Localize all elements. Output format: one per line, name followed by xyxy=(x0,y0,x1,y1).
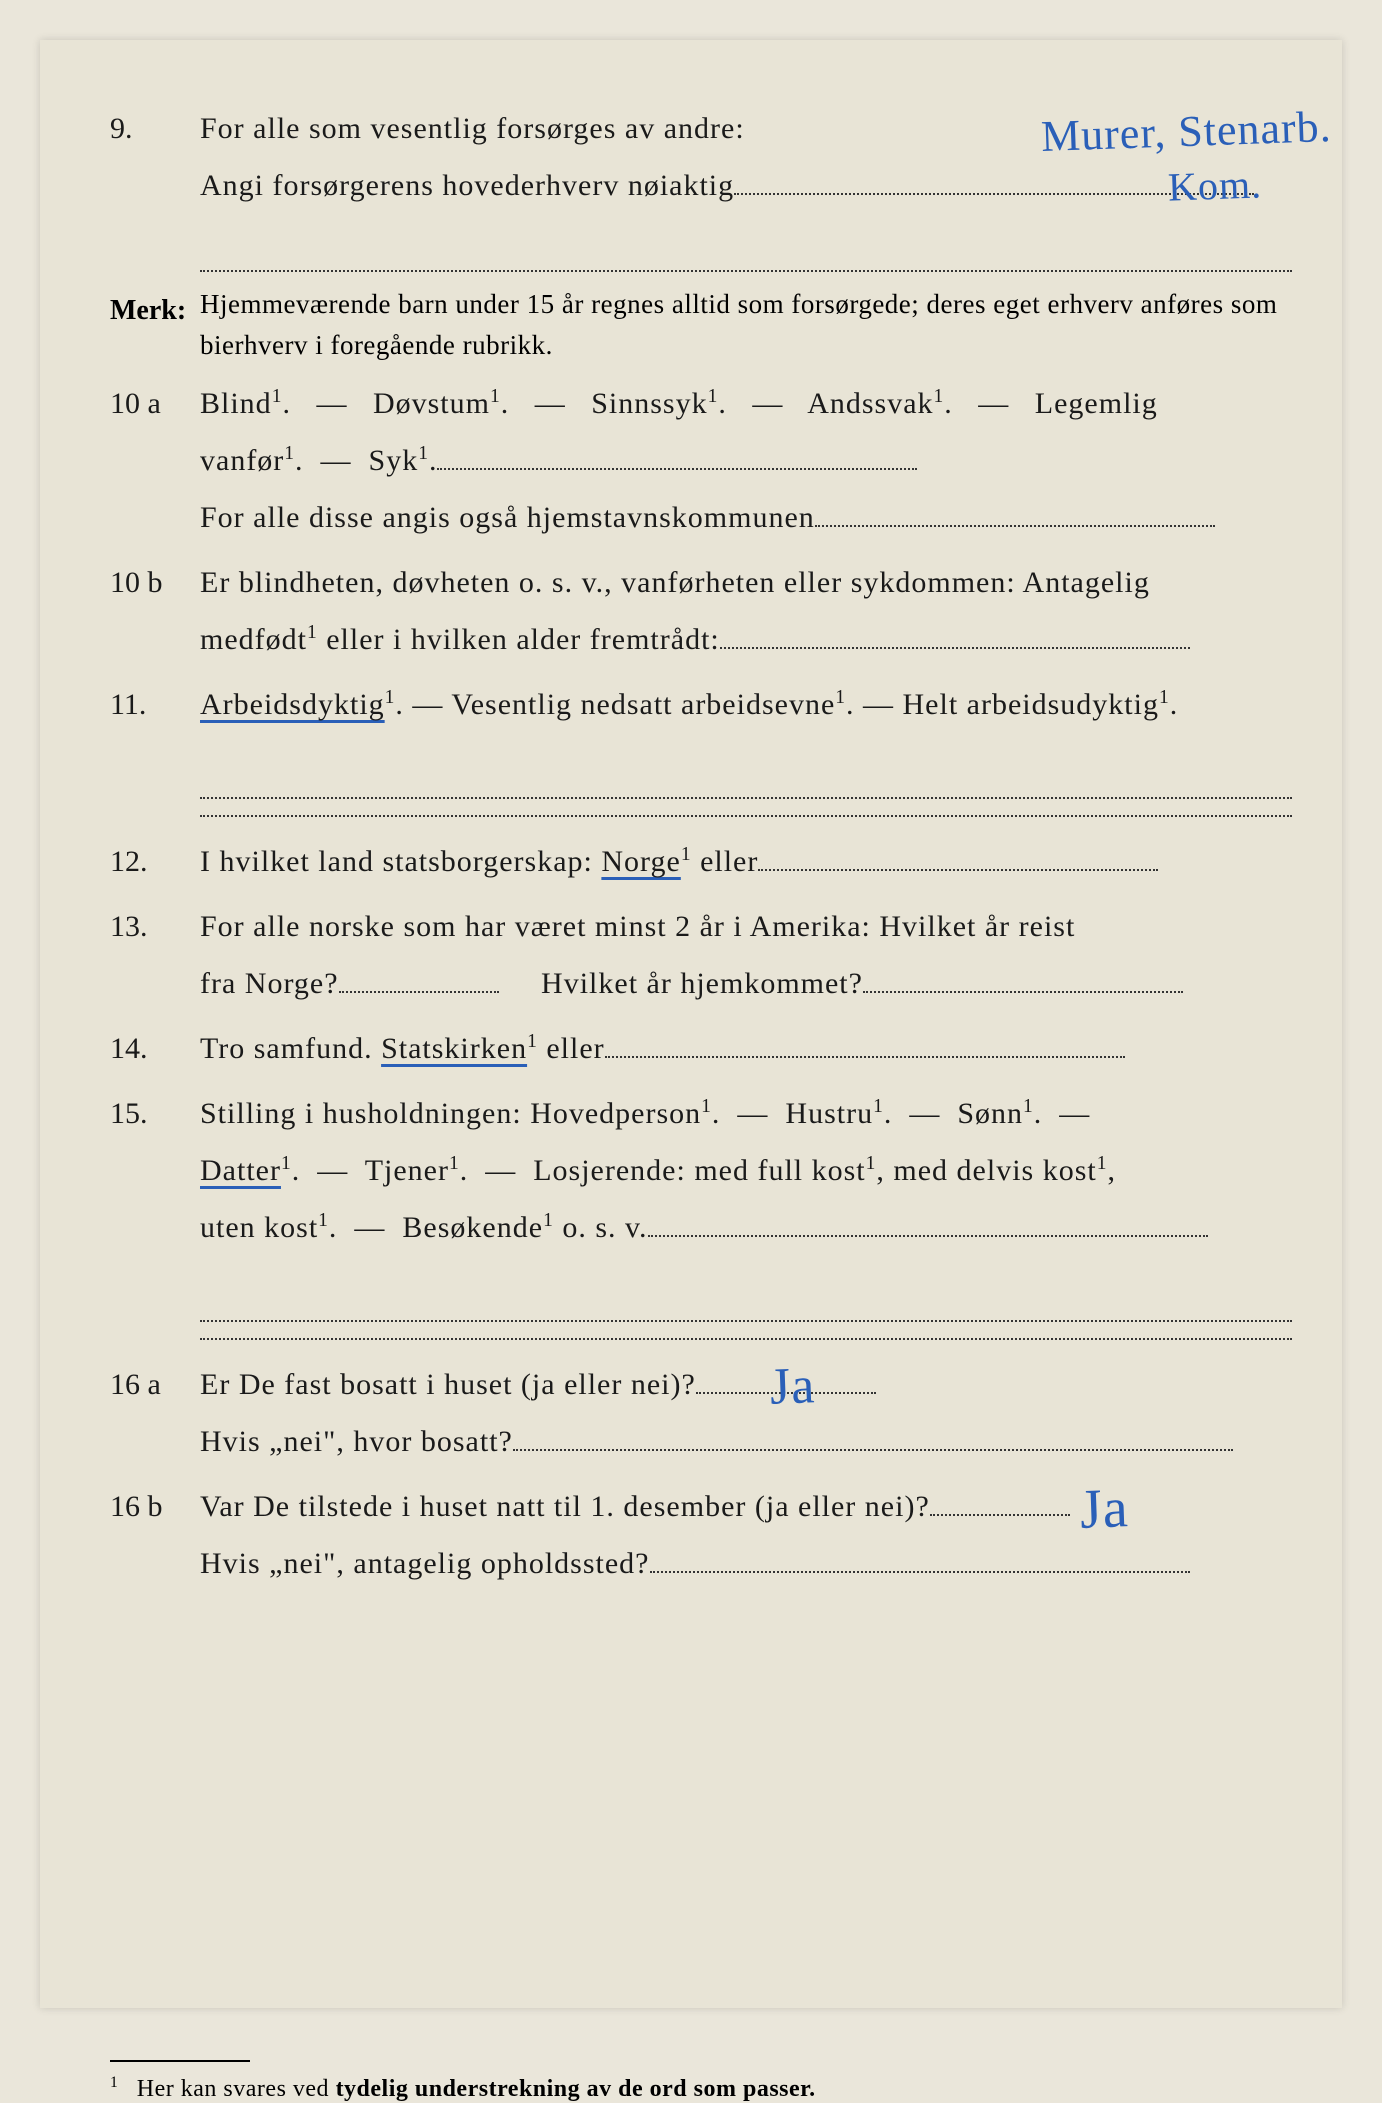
q15-sonn: Sønn xyxy=(957,1097,1023,1130)
q11-blank[interactable] xyxy=(200,749,1292,799)
question-16a: 16 a Er De fast bosatt i huset (ja eller… xyxy=(110,1356,1292,1470)
question-10a: 10 a Blind1. — Døvstum1. — Sinnssyk1. — … xyxy=(110,375,1292,546)
q15-tjener: Tjener xyxy=(365,1154,449,1187)
q10a-legemlig: Legemlig xyxy=(1035,387,1158,420)
q9-body: For alle som vesentlig forsørges av andr… xyxy=(200,100,1292,272)
q10a-vanfor: vanfør xyxy=(200,444,284,477)
q14-body: Tro samfund. Statskirken1 eller xyxy=(200,1020,1292,1077)
q13-blank1[interactable] xyxy=(339,961,499,993)
footnote-text: Her kan svares ved xyxy=(137,2076,336,2102)
q13-hjemkommet: Hvilket år hjemkommet? xyxy=(541,967,863,1000)
q14-blank[interactable] xyxy=(605,1026,1125,1058)
question-11: 11. Arbeidsdyktig1. — Vesentlig nedsatt … xyxy=(110,676,1292,799)
q10a-syk: Syk xyxy=(369,444,419,477)
q10a-hjemstavn: For alle disse angis også hjemstavnskomm… xyxy=(200,501,815,534)
q10b-body: Er blindheten, døvheten o. s. v., vanfør… xyxy=(200,554,1292,668)
q16a-number: 16 a xyxy=(110,1356,200,1470)
footnote-rule xyxy=(110,2060,250,2062)
blank-space xyxy=(110,1600,1292,2060)
merk-label: Merk: xyxy=(110,284,200,365)
q10b-number: 10 b xyxy=(110,554,200,668)
q12-norge: Norge xyxy=(601,845,680,878)
q16b-body: Var De tilstede i huset natt til 1. dese… xyxy=(200,1478,1292,1592)
q16b-line2: Hvis „nei", antagelig opholdssted? xyxy=(200,1547,650,1580)
q10a-andssvak: Andssvak xyxy=(807,387,933,420)
q10b-line2b: eller i hvilken alder fremtrådt: xyxy=(318,623,720,656)
q16a-blank2[interactable] xyxy=(513,1419,1233,1451)
q15-hustru: Hustru xyxy=(785,1097,873,1130)
q15-delvis: , med delvis kost xyxy=(876,1154,1096,1187)
q15-uten-kost: uten kost xyxy=(200,1211,318,1244)
q13-line1: For alle norske som har været minst 2 år… xyxy=(200,910,1075,943)
q9-line2: Angi forsørgerens hovederhverv nøiaktig xyxy=(200,169,734,202)
q16a-handwritten: Ja xyxy=(768,1337,817,1437)
q10b-line1: Er blindheten, døvheten o. s. v., vanfør… xyxy=(200,566,1150,599)
q16a-body: Er De fast bosatt i huset (ja eller nei)… xyxy=(200,1356,1292,1470)
q12-text: I hvilket land statsborgerskap: xyxy=(200,845,601,878)
question-13: 13. For alle norske som har været minst … xyxy=(110,898,1292,1012)
q10a-body: Blind1. — Døvstum1. — Sinnssyk1. — Andss… xyxy=(200,375,1292,546)
q9-line1: For alle som vesentlig forsørges av andr… xyxy=(200,112,745,145)
q13-number: 13. xyxy=(110,898,200,1012)
q10a-sinnssyk: Sinnssyk xyxy=(591,387,707,420)
q10a-blank[interactable] xyxy=(437,438,917,470)
q14-statskirken: Statskirken xyxy=(381,1032,527,1065)
q12-eller: eller xyxy=(700,845,758,878)
q16b-handwritten: Ja xyxy=(1078,1455,1130,1563)
question-16b: 16 b Var De tilstede i huset natt til 1.… xyxy=(110,1478,1292,1592)
q15-blank-line[interactable] xyxy=(200,1272,1292,1322)
question-9: 9. For alle som vesentlig forsørges av a… xyxy=(110,100,1292,272)
q14-tro: Tro samfund. xyxy=(200,1032,381,1065)
q11-body: Arbeidsdyktig1. — Vesentlig nedsatt arbe… xyxy=(200,676,1292,799)
note-merk: Merk: Hjemmeværende barn under 15 år reg… xyxy=(110,284,1292,365)
question-12: 12. I hvilket land statsborgerskap: Norg… xyxy=(110,833,1292,890)
q13-blank2[interactable] xyxy=(863,961,1183,993)
footnote-marker: 1 xyxy=(110,2074,118,2091)
q16b-line1: Var De tilstede i huset natt til 1. dese… xyxy=(200,1490,930,1523)
q14-eller: eller xyxy=(546,1032,604,1065)
q16a-line1: Er De fast bosatt i huset (ja eller nei)… xyxy=(200,1368,696,1401)
section-divider-2 xyxy=(200,1338,1292,1340)
q10b-medfodt: medfødt xyxy=(200,623,307,656)
merk-text: Hjemmeværende barn under 15 år regnes al… xyxy=(200,284,1292,365)
q13-fra-norge: fra Norge? xyxy=(200,967,339,1000)
q15-datter: Datter xyxy=(200,1154,281,1187)
q15-blank[interactable] xyxy=(648,1205,1208,1237)
q13-body: For alle norske som har været minst 2 år… xyxy=(200,898,1292,1012)
q15-body: Stilling i husholdningen: Hovedperson1. … xyxy=(200,1085,1292,1322)
question-15: 15. Stilling i husholdningen: Hovedperso… xyxy=(110,1085,1292,1322)
q9-handwritten-2: Kom. xyxy=(1167,146,1264,225)
q10b-blank[interactable] xyxy=(720,617,1190,649)
q15-losjerende: Losjerende: med full kost xyxy=(533,1154,865,1187)
question-14: 14. Tro samfund. Statskirken1 eller xyxy=(110,1020,1292,1077)
q15-hovedperson: Stilling i husholdningen: Hovedperson xyxy=(200,1097,701,1130)
footnote: 1 Her kan svares ved tydelig understrekn… xyxy=(110,2074,1292,2103)
q14-number: 14. xyxy=(110,1020,200,1077)
q16b-blank1[interactable] xyxy=(930,1484,1070,1516)
q9-number: 9. xyxy=(110,100,200,272)
q10a-blind: Blind xyxy=(200,387,272,420)
q10a-blank2[interactable] xyxy=(815,495,1215,527)
q12-body: I hvilket land statsborgerskap: Norge1 e… xyxy=(200,833,1292,890)
q12-blank[interactable] xyxy=(758,839,1158,871)
q16a-line2: Hvis „nei", hvor bosatt? xyxy=(200,1425,513,1458)
q10a-number: 10 a xyxy=(110,375,200,546)
q11-arbeidsdyktig: Arbeidsdyktig xyxy=(200,688,385,721)
section-divider-1 xyxy=(200,815,1292,817)
q16b-number: 16 b xyxy=(110,1478,200,1592)
q11-udyktig: Helt arbeidsudyktig xyxy=(903,688,1159,721)
q9-blank-line[interactable] xyxy=(200,222,1292,272)
q11-nedsatt: Vesentlig nedsatt arbeidsevne xyxy=(451,688,835,721)
q15-osv: o. s. v. xyxy=(562,1211,647,1244)
census-form-page: 9. For alle som vesentlig forsørges av a… xyxy=(40,40,1342,2008)
q15-number: 15. xyxy=(110,1085,200,1322)
footnote-bold: tydelig understrekning av de ord som pas… xyxy=(336,2076,816,2102)
question-10b: 10 b Er blindheten, døvheten o. s. v., v… xyxy=(110,554,1292,668)
q10a-dovstum: Døvstum xyxy=(373,387,490,420)
q11-number: 11. xyxy=(110,676,200,799)
q15-besokende: Besøkende xyxy=(402,1211,543,1244)
q12-number: 12. xyxy=(110,833,200,890)
